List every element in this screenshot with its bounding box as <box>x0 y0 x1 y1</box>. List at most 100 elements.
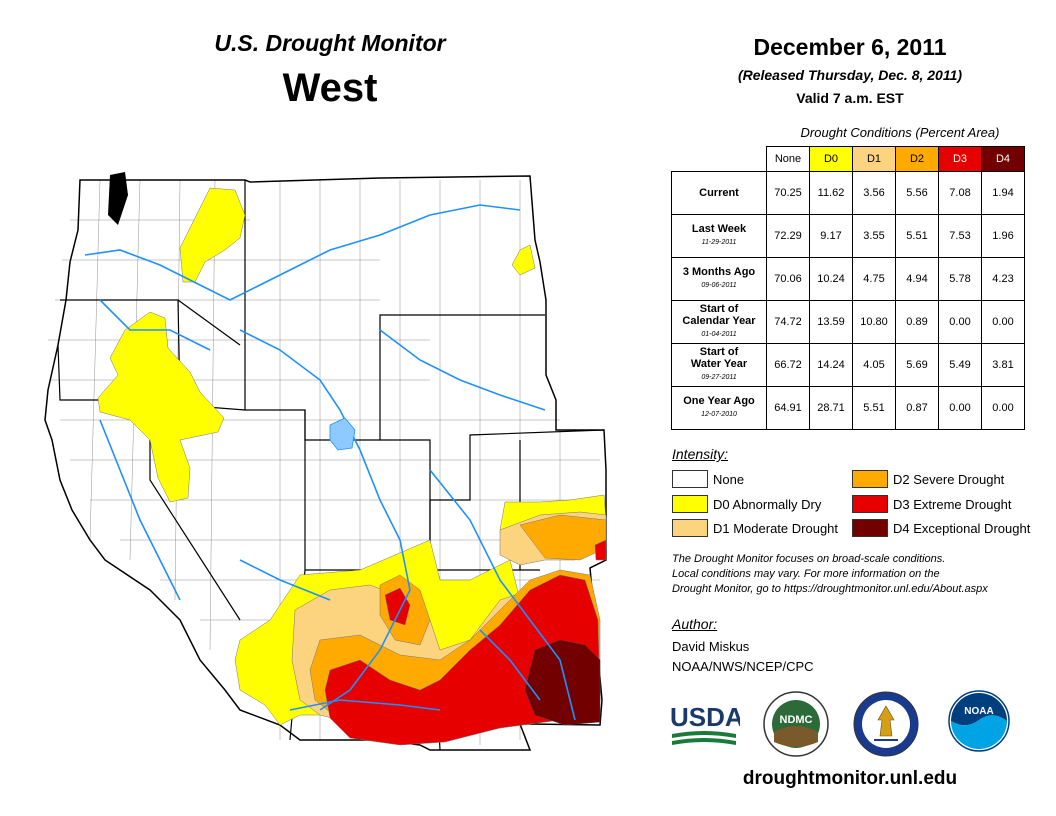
ndmc-logo: NDMC <box>763 691 829 757</box>
table-row: Last Week 11-29-2011 72.29 9.17 3.55 5.51… <box>671 214 1025 258</box>
row-date: 01-04-2011 <box>701 331 737 338</box>
drought-conditions-table: None D0 D1 D2 D3 D4 Current 70.25 11.62 … <box>671 146 1025 430</box>
footer-url[interactable]: droughtmonitor.unl.edu <box>742 768 958 789</box>
cell: 0.00 <box>981 386 1025 430</box>
cell: 1.96 <box>981 214 1025 258</box>
d4-areas <box>524 639 601 726</box>
cell: 10.24 <box>809 257 853 301</box>
legend-label: D2 Severe Drought <box>893 471 1005 487</box>
cell: 0.00 <box>938 300 982 344</box>
legend-label: D4 Exceptional Drought <box>893 520 1031 536</box>
swatch <box>852 519 888 537</box>
cell: 9.17 <box>809 214 853 258</box>
cell: 5.69 <box>895 343 939 387</box>
col-d3: D3 <box>938 146 982 172</box>
legend-title: Intensity: <box>672 446 729 462</box>
cell: 3.56 <box>852 171 896 215</box>
cell: 5.49 <box>938 343 982 387</box>
row-date: 09-27-2011 <box>701 374 737 381</box>
legend-none: None <box>672 470 744 488</box>
cell: 3.55 <box>852 214 896 258</box>
row-label-2: Water Year <box>690 358 748 370</box>
cell: 3.81 <box>981 343 1025 387</box>
table-row: Current 70.25 11.62 3.56 5.56 7.08 1.94 <box>671 171 1025 215</box>
cell: 0.00 <box>938 386 982 430</box>
row-date: 11-29-2011 <box>701 239 737 246</box>
row-date: 09-06-2011 <box>701 282 737 289</box>
cell: 74.72 <box>766 300 810 344</box>
swatch <box>672 470 708 488</box>
row-label: 3 Months Ago <box>682 266 756 278</box>
legend-label: D3 Extreme Drought <box>893 496 1012 512</box>
noaa-text: NOAA <box>964 706 993 717</box>
row-label-2: Calendar Year <box>682 315 756 327</box>
cell: 10.80 <box>852 300 896 344</box>
cell: 7.08 <box>938 171 982 215</box>
legend-d1: D1 Moderate Drought <box>672 519 838 537</box>
table-caption: Drought Conditions (Percent Area) <box>800 125 1000 140</box>
row-label: Current <box>699 187 739 199</box>
swatch <box>672 495 708 513</box>
author-title: Author: <box>672 616 718 632</box>
table-row: 3 Months Ago 09-06-2011 70.06 10.24 4.75 … <box>671 257 1025 301</box>
ndmc-text: NDMC <box>780 714 813 726</box>
cell: 4.75 <box>852 257 896 301</box>
col-d2: D2 <box>895 146 939 172</box>
subtitle: U.S. Drought Monitor <box>214 30 446 56</box>
cell: 5.56 <box>895 171 939 215</box>
usda-logo: USDA <box>670 702 740 745</box>
row-label: One Year Ago <box>683 395 755 407</box>
row-date: 12-07-2010 <box>701 411 737 418</box>
drought-map <box>44 172 607 751</box>
cell: 70.06 <box>766 257 810 301</box>
disclaimer-note: The Drought Monitor focuses on broad-sca… <box>672 552 1042 597</box>
valid-time: Valid 7 a.m. EST <box>796 90 904 106</box>
cell: 66.72 <box>766 343 810 387</box>
col-d0: D0 <box>809 146 853 172</box>
cell: 0.87 <box>895 386 939 430</box>
note-line: Local conditions may vary. For more info… <box>672 568 940 580</box>
cell: 4.05 <box>852 343 896 387</box>
cell: 13.59 <box>809 300 853 344</box>
legend-label: D1 Moderate Drought <box>713 520 839 536</box>
table-row: Start of Calendar Year 01-04-2011 74.72 13… <box>671 300 1025 344</box>
cell: 64.91 <box>766 386 810 430</box>
cell: 0.89 <box>895 300 939 344</box>
cell: 4.94 <box>895 257 939 301</box>
cell: 7.53 <box>938 214 982 258</box>
region-title: West <box>282 66 378 110</box>
cell: 0.00 <box>981 300 1025 344</box>
col-none: None <box>766 146 810 172</box>
swatch <box>852 495 888 513</box>
noaa-logo: NOAA <box>948 690 1010 752</box>
legend-d2: D2 Severe Drought <box>852 470 1004 488</box>
map-date: December 6, 2011 <box>753 34 947 60</box>
cell: 5.51 <box>852 386 896 430</box>
col-d4: D4 <box>981 146 1025 172</box>
row-label: Start of <box>699 303 739 315</box>
cell: 70.25 <box>766 171 810 215</box>
cell: 5.78 <box>938 257 982 301</box>
rivers <box>84 204 576 721</box>
legend-d3: D3 Extreme Drought <box>852 495 1012 513</box>
swatch <box>672 519 708 537</box>
cell: 4.23 <box>981 257 1025 301</box>
legend-d4: D4 Exceptional Drought <box>852 519 1030 537</box>
author-name: David Miskus <box>672 639 750 654</box>
legend-label: None <box>713 471 745 487</box>
author-info: David Miskus NOAA/NWS/NCEP/CPC <box>672 637 814 677</box>
note-line: The Drought Monitor focuses on broad-sca… <box>672 553 946 565</box>
cell: 5.51 <box>895 214 939 258</box>
col-d1: D1 <box>852 146 896 172</box>
cell: 14.24 <box>809 343 853 387</box>
note-line: Drought Monitor, go to https://droughtmo… <box>672 583 988 595</box>
row-label: Last Week <box>691 223 747 235</box>
row-label: Start of <box>699 346 739 358</box>
great-salt-lake <box>329 417 356 451</box>
legend-label: D0 Abnormally Dry <box>713 496 822 512</box>
swatch <box>852 470 888 488</box>
puget-sound <box>108 172 128 225</box>
cell: 28.71 <box>809 386 853 430</box>
commerce-seal <box>853 691 919 757</box>
table-row: Start of Water Year 09-27-2011 66.72 14.24… <box>671 343 1025 387</box>
